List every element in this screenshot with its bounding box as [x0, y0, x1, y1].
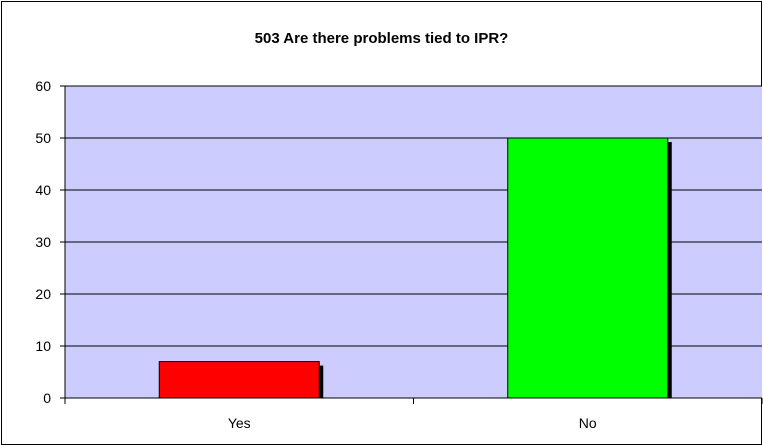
y-tick-label: 20 [35, 286, 51, 302]
bar-yes [158, 361, 320, 399]
y-tick-label: 40 [35, 182, 51, 198]
y-tick-label: 0 [43, 390, 51, 406]
chart-title: 503 Are there problems tied to IPR? [254, 30, 509, 47]
y-tick-label: 60 [35, 78, 51, 94]
bar-no [507, 137, 669, 399]
y-tick-label: 10 [35, 338, 51, 354]
y-tick-label: 30 [35, 234, 51, 250]
y-tick-label: 50 [35, 130, 51, 146]
x-tick-label: No [579, 415, 597, 431]
x-tick-label: Yes [228, 415, 251, 431]
